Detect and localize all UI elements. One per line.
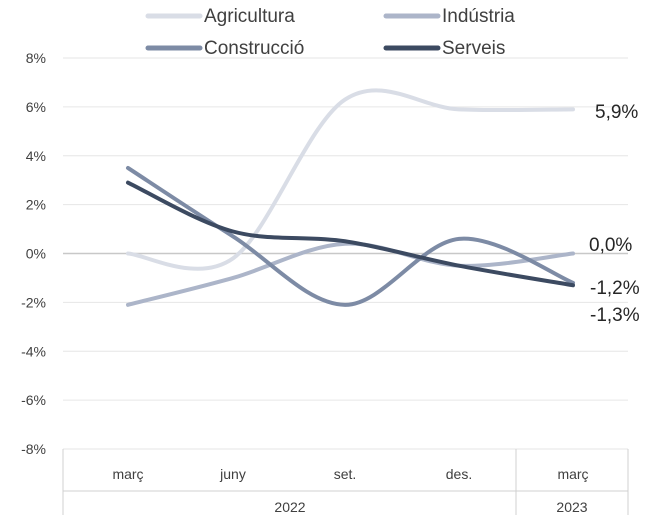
y-tick-label: 4% <box>26 148 46 164</box>
series-line-serveis <box>126 180 575 288</box>
x-tick-label: març <box>112 466 143 482</box>
x-axis: març juny set. des. març 2022 2023 <box>62 449 629 515</box>
x-tick-label: juny <box>219 466 246 482</box>
legend-label: Serveis <box>442 38 505 59</box>
x-tick-label: març <box>557 466 588 482</box>
y-tick-label: -2% <box>21 294 46 310</box>
y-axis: -8% -6% -4% -2% 0% 2% 4% 6% 8% <box>21 50 46 457</box>
y-tick-label: 2% <box>26 197 46 213</box>
series-line-construcció <box>126 165 575 307</box>
x-year-label: 2023 <box>556 499 587 515</box>
series-line-indústria <box>126 241 575 307</box>
y-tick-label: 6% <box>26 99 46 115</box>
legend-label: Agricultura <box>204 6 295 27</box>
y-tick-label: 0% <box>26 246 46 262</box>
gridlines <box>63 57 628 450</box>
y-tick-label: -8% <box>21 441 46 457</box>
x-year-label: 2022 <box>274 499 305 515</box>
x-tick-label: set. <box>334 466 357 482</box>
end-value-label: 5,9% <box>595 102 638 123</box>
end-value-label: -1,3% <box>590 305 640 326</box>
legend: Agricultura Indústria Construcció Serveis <box>145 6 515 59</box>
series-lines <box>126 88 575 307</box>
legend-label: Construcció <box>204 38 304 59</box>
series-line-agricultura <box>126 88 575 271</box>
legend-label: Indústria <box>442 6 515 27</box>
end-value-labels: 5,9% 0,0% -1,2% -1,3% <box>589 102 640 326</box>
y-tick-label: -4% <box>21 343 46 359</box>
x-tick-label: des. <box>446 466 472 482</box>
end-value-label: 0,0% <box>589 235 632 256</box>
y-tick-label: -6% <box>21 392 46 408</box>
y-tick-label: 8% <box>26 50 46 66</box>
end-value-label: -1,2% <box>590 278 640 299</box>
